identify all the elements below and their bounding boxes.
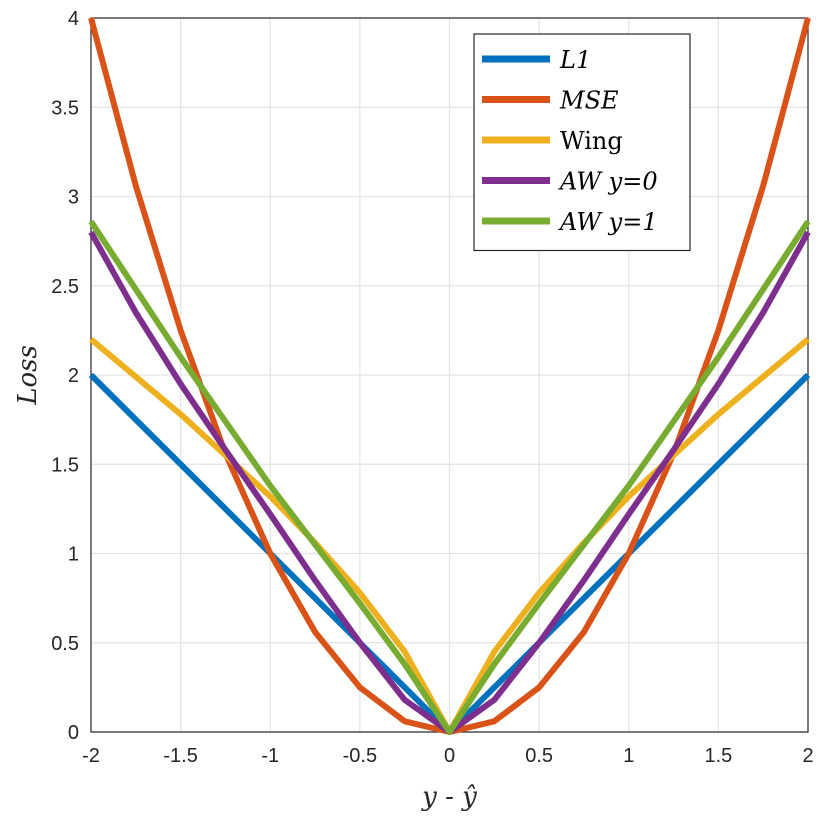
legend-entry-1: MSE (559, 87, 619, 115)
x-tick-labels: -2 -1.5 -1 -0.5 0 0.5 1 1.5 2 (82, 745, 813, 767)
x-tick-label: 1 (623, 745, 634, 767)
series-lines (88, 17, 811, 735)
y-tick-label: 3.5 (51, 97, 79, 119)
y-tick-label: 1 (68, 544, 79, 566)
y-tick-label: 3 (68, 187, 79, 209)
legend-entry-2: Wing (560, 127, 623, 155)
x-tick-label: -0.5 (343, 745, 377, 767)
x-tick-label: -1 (261, 745, 279, 767)
x-axis-label: y - ŷ (421, 782, 477, 812)
y-tick-label: 2.5 (51, 276, 79, 298)
y-tick-label: 1.5 (51, 454, 79, 476)
x-tick-label: 0 (444, 745, 455, 767)
legend-entry-4: AW y=1 (558, 208, 658, 236)
y-tick-label: 4 (68, 8, 79, 30)
legend: L1 MSE Wing AW y=0 AW y=1 (473, 33, 691, 252)
x-tick-label: 2 (802, 745, 813, 767)
y-tick-label: 0.5 (51, 633, 79, 655)
legend-entry-0: L1 (559, 46, 591, 74)
y-axis-label: Loss (13, 345, 43, 406)
x-tick-label: -1.5 (163, 745, 197, 767)
y-tick-label: 2 (68, 365, 79, 387)
x-tick-label: 1.5 (704, 745, 732, 767)
series-line-4 (88, 219, 811, 735)
x-tick-label: -2 (82, 745, 100, 767)
y-tick-labels: 0 0.5 1 1.5 2 2.5 3 3.5 4 (51, 8, 79, 744)
y-tick-label: 0 (68, 722, 79, 744)
x-tick-label: 0.5 (525, 745, 553, 767)
legend-entry-3: AW y=0 (558, 168, 658, 196)
